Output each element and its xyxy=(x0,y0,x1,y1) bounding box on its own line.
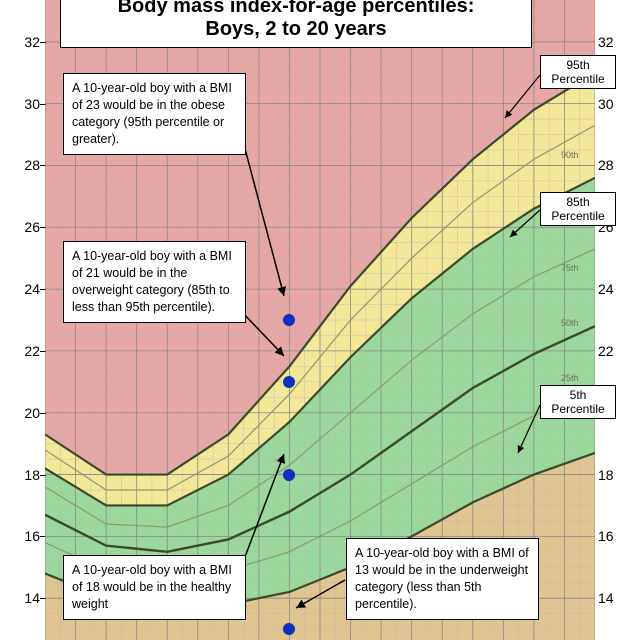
y-tick-left-28: 28 xyxy=(0,157,40,173)
healthy-point xyxy=(283,469,295,481)
y-tick-right-32: 32 xyxy=(598,34,638,50)
curve-label-p25: 25th xyxy=(561,373,579,383)
underweight-point xyxy=(283,623,295,635)
y-tick-left-22: 22 xyxy=(0,343,40,359)
label-p5: 5th Percentile xyxy=(540,385,616,419)
y-tick-right-28: 28 xyxy=(598,157,638,173)
y-tick-left-24: 24 xyxy=(0,281,40,297)
y-tick-left-32: 32 xyxy=(0,34,40,50)
label-p95: 95th Percentile xyxy=(540,55,616,89)
curve-label-p75: 75th xyxy=(561,263,579,273)
y-tick-left-14: 14 xyxy=(0,590,40,606)
overweight-point xyxy=(283,376,295,388)
y-tick-left-16: 16 xyxy=(0,528,40,544)
chart-title: Body mass index-for-age percentiles: Boy… xyxy=(60,0,532,48)
y-tick-right-22: 22 xyxy=(598,343,638,359)
title-line-1: Body mass index-for-age percentiles: xyxy=(61,0,531,18)
bmi-percentile-chart: 121416182022242628303234 121416182022242… xyxy=(0,0,640,640)
curve-label-p50: 50th xyxy=(561,318,579,328)
callout-overweight: A 10-year-old boy with a BMI of 21 would… xyxy=(63,241,246,323)
y-tick-left-26: 26 xyxy=(0,219,40,235)
y-tick-right-24: 24 xyxy=(598,281,638,297)
y-tick-right-14: 14 xyxy=(598,590,638,606)
y-tick-left-18: 18 xyxy=(0,467,40,483)
y-tick-right-18: 18 xyxy=(598,467,638,483)
title-line-2: Boys, 2 to 20 years xyxy=(61,18,531,41)
y-tick-right-16: 16 xyxy=(598,528,638,544)
curve-p85 xyxy=(45,178,595,506)
y-tick-right-30: 30 xyxy=(598,96,638,112)
obese-point xyxy=(283,314,295,326)
callout-healthy: A 10-year-old boy with a BMI of 18 would… xyxy=(63,555,246,620)
callout-underweight: A 10-year-old boy with a BMI of 13 would… xyxy=(346,538,539,620)
y-tick-left-20: 20 xyxy=(0,405,40,421)
label-p85: 85th Percentile xyxy=(540,192,616,226)
callout-obese: A 10-year-old boy with a BMI of 23 would… xyxy=(63,73,246,155)
y-tick-left-30: 30 xyxy=(0,96,40,112)
curve-label-p90: 90th xyxy=(561,150,579,160)
